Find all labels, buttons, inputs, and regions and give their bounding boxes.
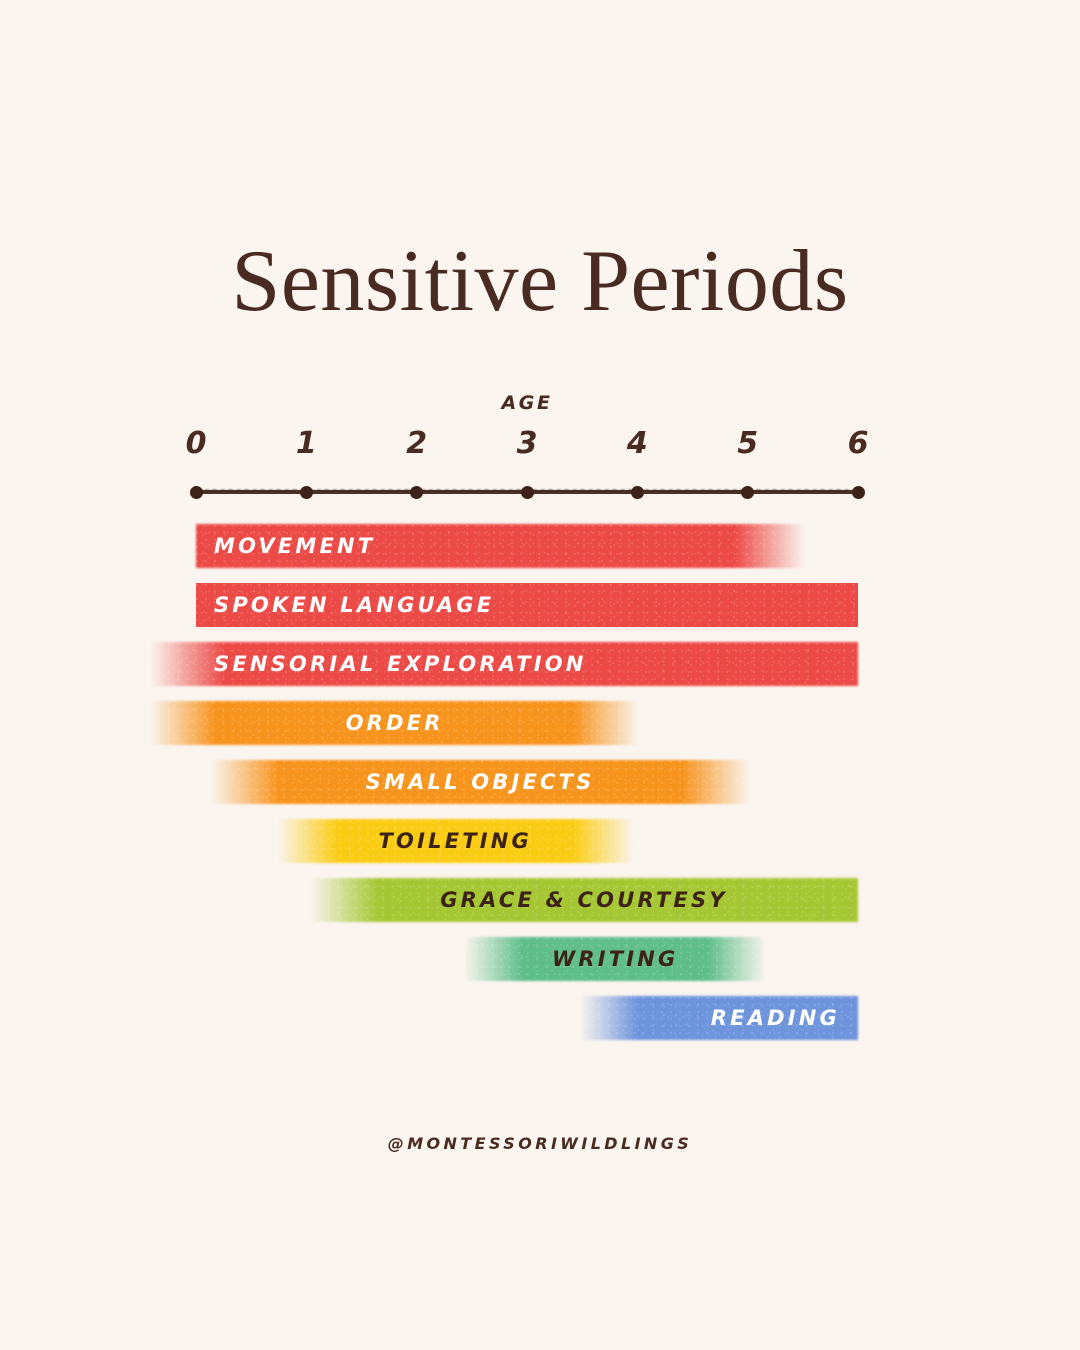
axis-tick-6: 6 [847, 426, 869, 461]
period-bar-fill [150, 642, 858, 686]
period-bar-label: GRACE & COURTESY [440, 888, 728, 912]
axis-tick-2: 2 [406, 426, 428, 461]
axis-tick-3: 3 [516, 426, 538, 461]
axis-tick-5: 5 [737, 426, 759, 461]
period-bar: SPOKEN LANGUAGE [196, 583, 858, 627]
period-bar-label: SMALL OBJECTS [365, 770, 595, 794]
period-bar-label: READING [710, 1006, 840, 1030]
axis-line-group [189, 484, 865, 500]
period-bar: SMALL OBJECTS [210, 760, 750, 804]
period-bar-label: SPOKEN LANGUAGE [214, 593, 495, 617]
period-bar: MOVEMENT [196, 524, 805, 568]
period-bar: WRITING [464, 937, 767, 981]
axis-tick-dot-5 [741, 486, 755, 499]
period-bar: SENSORIAL EXPLORATION [150, 642, 858, 686]
axis-tick-dot-0 [189, 486, 203, 499]
axis-tick-dot-6 [851, 486, 865, 499]
age-axis: AGE 0 1 2 3 4 5 6 [186, 392, 869, 502]
axis-tick-labels: 0 1 2 3 4 5 6 [186, 426, 869, 466]
period-bar-fill [464, 937, 767, 981]
page-title: Sensitive Periods [231, 233, 849, 330]
period-bar-label: MOVEMENT [214, 534, 376, 558]
period-bar: READING [580, 996, 858, 1040]
period-bar: ORDER [150, 701, 640, 745]
period-bar-fill [196, 524, 805, 568]
period-bar-fill [580, 996, 858, 1040]
axis-label-age: AGE [501, 392, 553, 414]
axis-tick-1: 1 [295, 426, 317, 461]
period-bar-label: SENSORIAL EXPLORATION [214, 652, 587, 676]
period-bar-fill [309, 878, 858, 922]
period-bar-label: TOILETING [378, 829, 532, 853]
axis-tick-dot-4 [630, 486, 644, 499]
period-bar-fill [276, 819, 634, 863]
account-handle: @MONTESSORIWILDLINGS [387, 1134, 693, 1153]
period-bar-fill [210, 760, 750, 804]
period-bar-fill [150, 701, 640, 745]
period-bar-label: ORDER [345, 711, 444, 735]
period-bar-fill [196, 583, 858, 627]
period-bar: GRACE & COURTESY [309, 878, 858, 922]
period-bar-label: WRITING [552, 947, 679, 971]
axis-tick-0: 0 [185, 426, 207, 461]
axis-tick-dot-2 [410, 486, 424, 499]
axis-tick-dot-1 [299, 486, 313, 499]
axis-tick-dot-3 [520, 486, 534, 499]
axis-tick-4: 4 [626, 426, 648, 461]
period-bar: TOILETING [276, 819, 634, 863]
